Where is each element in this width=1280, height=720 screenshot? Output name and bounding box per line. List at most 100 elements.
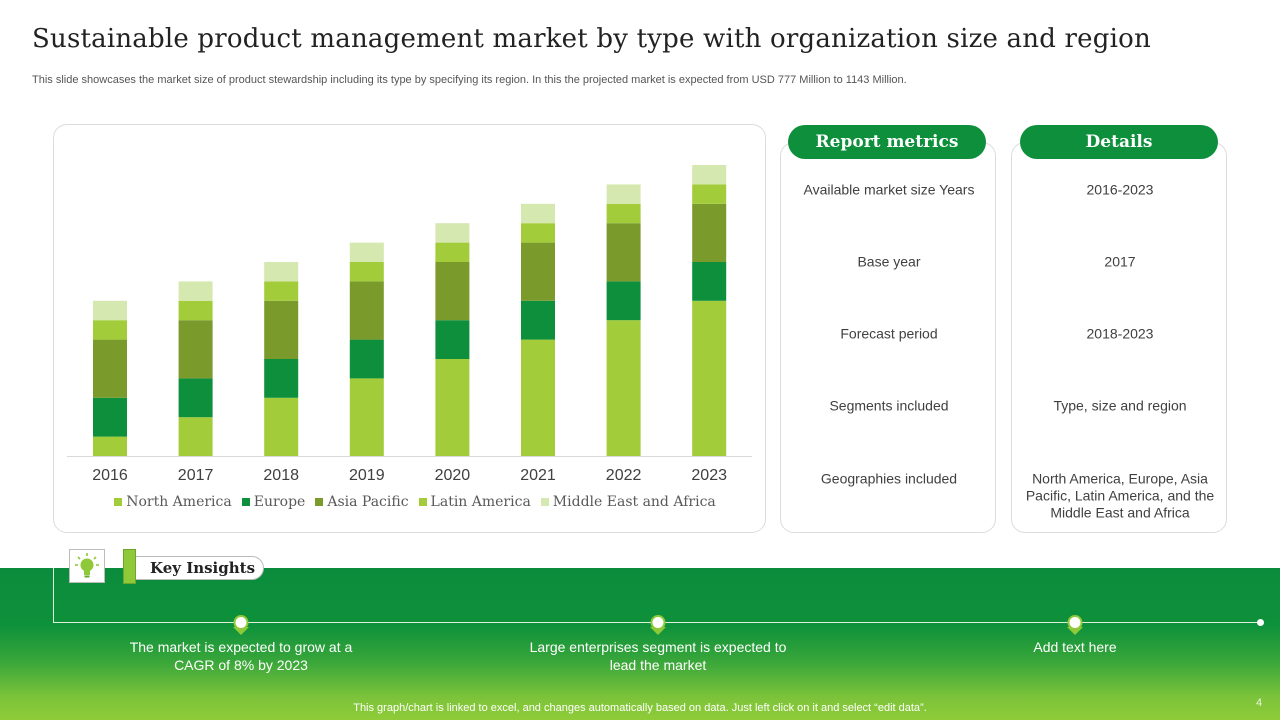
x-tick-label: 2018 [263, 467, 299, 484]
legend-item: Latin America [418, 494, 531, 510]
insight-text: Large enterprises segment is expected to… [529, 639, 787, 673]
bar-segment-latin-america-2017 [178, 300, 213, 321]
bar-segment-latin-america-2020 [435, 242, 470, 262]
bar-segment-europe-2016 [93, 397, 127, 437]
x-tick-label: 2020 [435, 467, 471, 484]
insight-text: Add text here [1033, 639, 1117, 655]
detail-cell: Type, size and region [1053, 397, 1187, 414]
legend-label: Latin America [430, 494, 531, 510]
report-metrics-header: Report metrics [788, 125, 986, 159]
bar-segment-middle-east-and-africa-2020 [435, 223, 470, 243]
x-tick-label: 2016 [92, 467, 128, 484]
bar-segment-latin-america-2023 [692, 184, 727, 204]
key-insights-accent-bar [123, 549, 136, 584]
details-header: Details [1020, 125, 1218, 159]
bar-segment-asia-pacific-2018 [264, 300, 299, 359]
bar-segment-latin-america-2018 [264, 281, 299, 301]
bar-segment-latin-america-2016 [93, 320, 127, 340]
bar-segment-north-america-2021 [521, 339, 555, 456]
bar-segment-north-america-2017 [178, 417, 213, 456]
metrics-column: Available market size Years Base year Fo… [780, 142, 996, 533]
bar-segment-europe-2021 [521, 300, 555, 340]
legend-label: North America [126, 494, 232, 510]
legend-swatch [418, 498, 427, 506]
bar-segment-latin-america-2021 [521, 223, 555, 243]
legend-item: Middle East and Africa [540, 494, 716, 510]
legend-item: Europe [241, 494, 306, 510]
bar-segment-europe-2018 [264, 359, 299, 398]
metric-cell: Segments included [829, 397, 949, 414]
lightbulb-icon [75, 553, 99, 578]
timeline-end-dot [1257, 619, 1264, 626]
legend-label: Middle East and Africa [552, 494, 716, 510]
bar-segment-europe-2017 [178, 378, 213, 418]
metric-cell: Geographies included [820, 470, 958, 487]
bar-segment-north-america-2020 [435, 359, 470, 456]
legend-label: Europe [253, 494, 306, 510]
slide-subtitle: This slide showcases the market size of … [32, 74, 907, 86]
bar-segment-europe-2020 [435, 320, 470, 359]
bar-segment-asia-pacific-2017 [178, 320, 213, 379]
bar-segment-asia-pacific-2019 [349, 281, 384, 340]
bar-segment-europe-2019 [349, 339, 384, 379]
timeline-marker [233, 615, 249, 630]
legend-swatch [315, 498, 324, 506]
bar-segment-asia-pacific-2016 [93, 339, 127, 398]
bar-segment-latin-america-2019 [349, 262, 384, 282]
bar-segment-north-america-2016 [93, 436, 127, 456]
bar-segment-middle-east-and-africa-2019 [349, 242, 384, 262]
metric-cell: Base year [857, 253, 921, 270]
legend-item: Asia Pacific [315, 494, 409, 510]
timeline-marker-pointer [650, 627, 666, 635]
timeline-marker [650, 615, 666, 630]
bar-segment-middle-east-and-africa-2017 [178, 281, 213, 301]
detail-cell: 2018-2023 [1086, 325, 1154, 342]
footer-note: This graph/chart is linked to excel, and… [353, 702, 927, 714]
bar-segment-middle-east-and-africa-2016 [93, 300, 127, 321]
chart-card [53, 124, 766, 533]
bar-segment-middle-east-and-africa-2023 [692, 165, 727, 185]
bar-segment-north-america-2022 [606, 320, 641, 456]
timeline-marker [1067, 615, 1083, 630]
bar-segment-middle-east-and-africa-2021 [521, 203, 555, 224]
key-insights-label: Key Insights [136, 556, 264, 580]
legend-swatch [540, 498, 549, 506]
detail-cell: North America, Europe, Asia Pacific, Lat… [1025, 470, 1215, 521]
legend-swatch [114, 498, 123, 506]
timeline-connector [53, 568, 54, 623]
metric-cell: Forecast period [840, 325, 938, 342]
detail-cell: 2017 [1104, 253, 1136, 270]
timeline-marker-pointer [233, 627, 249, 635]
chart-legend: North America Europe Asia Pacific Latin Ame… [0, 494, 830, 510]
bar-segment-europe-2023 [692, 262, 727, 301]
page-number: 4 [1256, 697, 1263, 709]
bar-segment-asia-pacific-2023 [692, 203, 727, 262]
x-tick-label: 2021 [520, 467, 556, 484]
bar-segment-north-america-2023 [692, 300, 727, 456]
insight-text: The market is expected to grow at a CAGR… [129, 639, 353, 673]
bar-segment-asia-pacific-2022 [606, 223, 641, 282]
x-tick-label: 2019 [349, 467, 385, 484]
bar-segment-asia-pacific-2020 [435, 262, 470, 321]
legend-label: Asia Pacific [327, 494, 409, 510]
bar-segment-middle-east-and-africa-2022 [606, 184, 641, 204]
bar-segment-middle-east-and-africa-2018 [264, 262, 299, 282]
legend-swatch [241, 498, 250, 506]
bar-segment-europe-2022 [606, 281, 641, 321]
bar-segment-north-america-2018 [264, 397, 299, 456]
bar-segment-latin-america-2022 [606, 203, 641, 224]
bar-segment-north-america-2019 [349, 378, 384, 456]
timeline-marker-pointer [1067, 627, 1083, 635]
x-tick-label: 2023 [691, 467, 727, 484]
details-column: 2016-2023 2017 2018-2023 Type, size and … [1011, 142, 1227, 533]
x-tick-label: 2017 [178, 467, 214, 484]
bar-segment-asia-pacific-2021 [521, 242, 555, 301]
metric-cell: Available market size Years [803, 181, 975, 198]
legend-item: North America [114, 494, 232, 510]
detail-cell: 2016-2023 [1086, 181, 1154, 198]
key-insights-icon-box [69, 549, 105, 583]
insights-band [0, 568, 1280, 720]
x-tick-label: 2022 [606, 467, 642, 484]
slide-title: Sustainable product management market by… [32, 24, 1151, 54]
